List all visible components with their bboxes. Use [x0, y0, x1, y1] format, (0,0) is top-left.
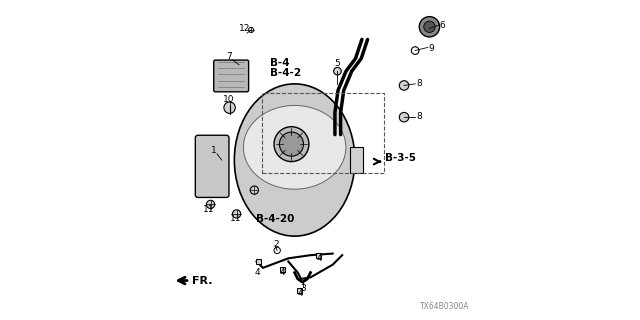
Text: 5: 5: [334, 59, 340, 68]
Text: 2: 2: [273, 240, 278, 249]
Circle shape: [280, 132, 303, 156]
FancyBboxPatch shape: [195, 135, 229, 197]
Bar: [256, 259, 261, 264]
Ellipse shape: [234, 84, 355, 236]
Circle shape: [224, 102, 236, 113]
Circle shape: [399, 81, 409, 90]
Text: 11: 11: [230, 214, 241, 223]
Bar: [297, 288, 302, 292]
Text: B-4-20: B-4-20: [256, 214, 294, 224]
FancyBboxPatch shape: [214, 60, 248, 92]
Circle shape: [424, 21, 435, 32]
Circle shape: [412, 47, 419, 54]
Circle shape: [250, 186, 259, 194]
Circle shape: [274, 127, 309, 162]
Circle shape: [333, 68, 341, 75]
Text: 12: 12: [239, 24, 250, 33]
Bar: [280, 267, 285, 272]
Text: 8: 8: [416, 79, 422, 88]
Text: 4: 4: [317, 254, 323, 263]
Ellipse shape: [243, 105, 346, 189]
Text: 7: 7: [227, 52, 232, 61]
Text: 11: 11: [204, 205, 215, 214]
FancyBboxPatch shape: [349, 147, 364, 173]
Circle shape: [207, 200, 214, 209]
Text: TX64B0300A: TX64B0300A: [420, 302, 469, 311]
Text: 4: 4: [280, 268, 285, 277]
Circle shape: [248, 28, 253, 32]
Text: B-3-5: B-3-5: [385, 153, 416, 164]
Bar: [316, 252, 321, 258]
Text: 10: 10: [223, 95, 235, 104]
Text: B-4-2: B-4-2: [270, 68, 301, 78]
Circle shape: [419, 17, 440, 37]
Text: 6: 6: [440, 21, 445, 30]
Text: 8: 8: [416, 112, 422, 121]
Circle shape: [232, 210, 241, 218]
Text: 3: 3: [300, 284, 306, 293]
Text: FR.: FR.: [191, 276, 212, 285]
Text: 1: 1: [211, 146, 216, 155]
Text: 9: 9: [429, 44, 435, 53]
Circle shape: [274, 247, 280, 253]
Text: 4: 4: [298, 289, 303, 298]
Text: 4: 4: [254, 268, 260, 277]
Text: B-4: B-4: [270, 58, 289, 68]
Circle shape: [399, 112, 409, 122]
